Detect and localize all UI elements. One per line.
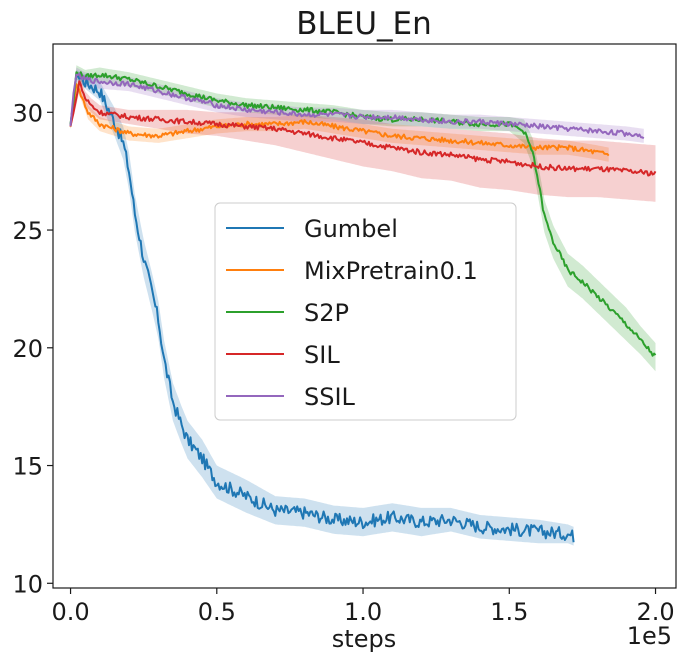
x-tick-label: 0.0: [51, 598, 89, 626]
x-tick-label: 1.5: [490, 598, 528, 626]
series-line-gumbel: [69, 72, 575, 543]
y-tick-label: 15: [12, 453, 43, 481]
band-mixpretrain0-1: [70, 79, 609, 162]
y-tick-label: 30: [12, 99, 43, 127]
x-axis-label: steps: [332, 625, 396, 653]
series-line-mixpretrain0-1: [69, 83, 610, 157]
band-sil: [70, 72, 656, 202]
series-line-ssil: [69, 72, 645, 140]
series-line-sil: [69, 80, 657, 177]
y-tick-label: 10: [12, 570, 43, 598]
legend: Gumbel MixPretrain0.1 S2P SIL SSIL: [214, 202, 517, 421]
x-tick-label: 1.0: [344, 598, 382, 626]
x-tick-label: 0.5: [198, 598, 236, 626]
plot-frame: [52, 43, 677, 589]
x-tick-label: 2.0: [636, 598, 674, 626]
legend-label-ssil: SSIL: [304, 383, 356, 411]
legend-label-sil: SIL: [304, 341, 340, 369]
series-lines: [69, 71, 657, 543]
legend-label-s2p: S2P: [304, 299, 349, 327]
legend-box: [214, 202, 517, 421]
legend-label-mixpretrain0-1: MixPretrain0.1: [304, 257, 478, 285]
legend-label-gumbel: Gumbel: [304, 215, 398, 243]
chart-title: BLEU_En: [296, 6, 432, 42]
x-axis-offset-label: 1e5: [627, 622, 672, 650]
y-tick-label: 20: [12, 335, 43, 363]
y-tick-label: 25: [12, 217, 43, 245]
y-axis-ticks: 10 15 20 25 30: [12, 99, 53, 598]
x-axis-ticks: 0.0 0.5 1.0 1.5 2.0: [51, 588, 675, 626]
